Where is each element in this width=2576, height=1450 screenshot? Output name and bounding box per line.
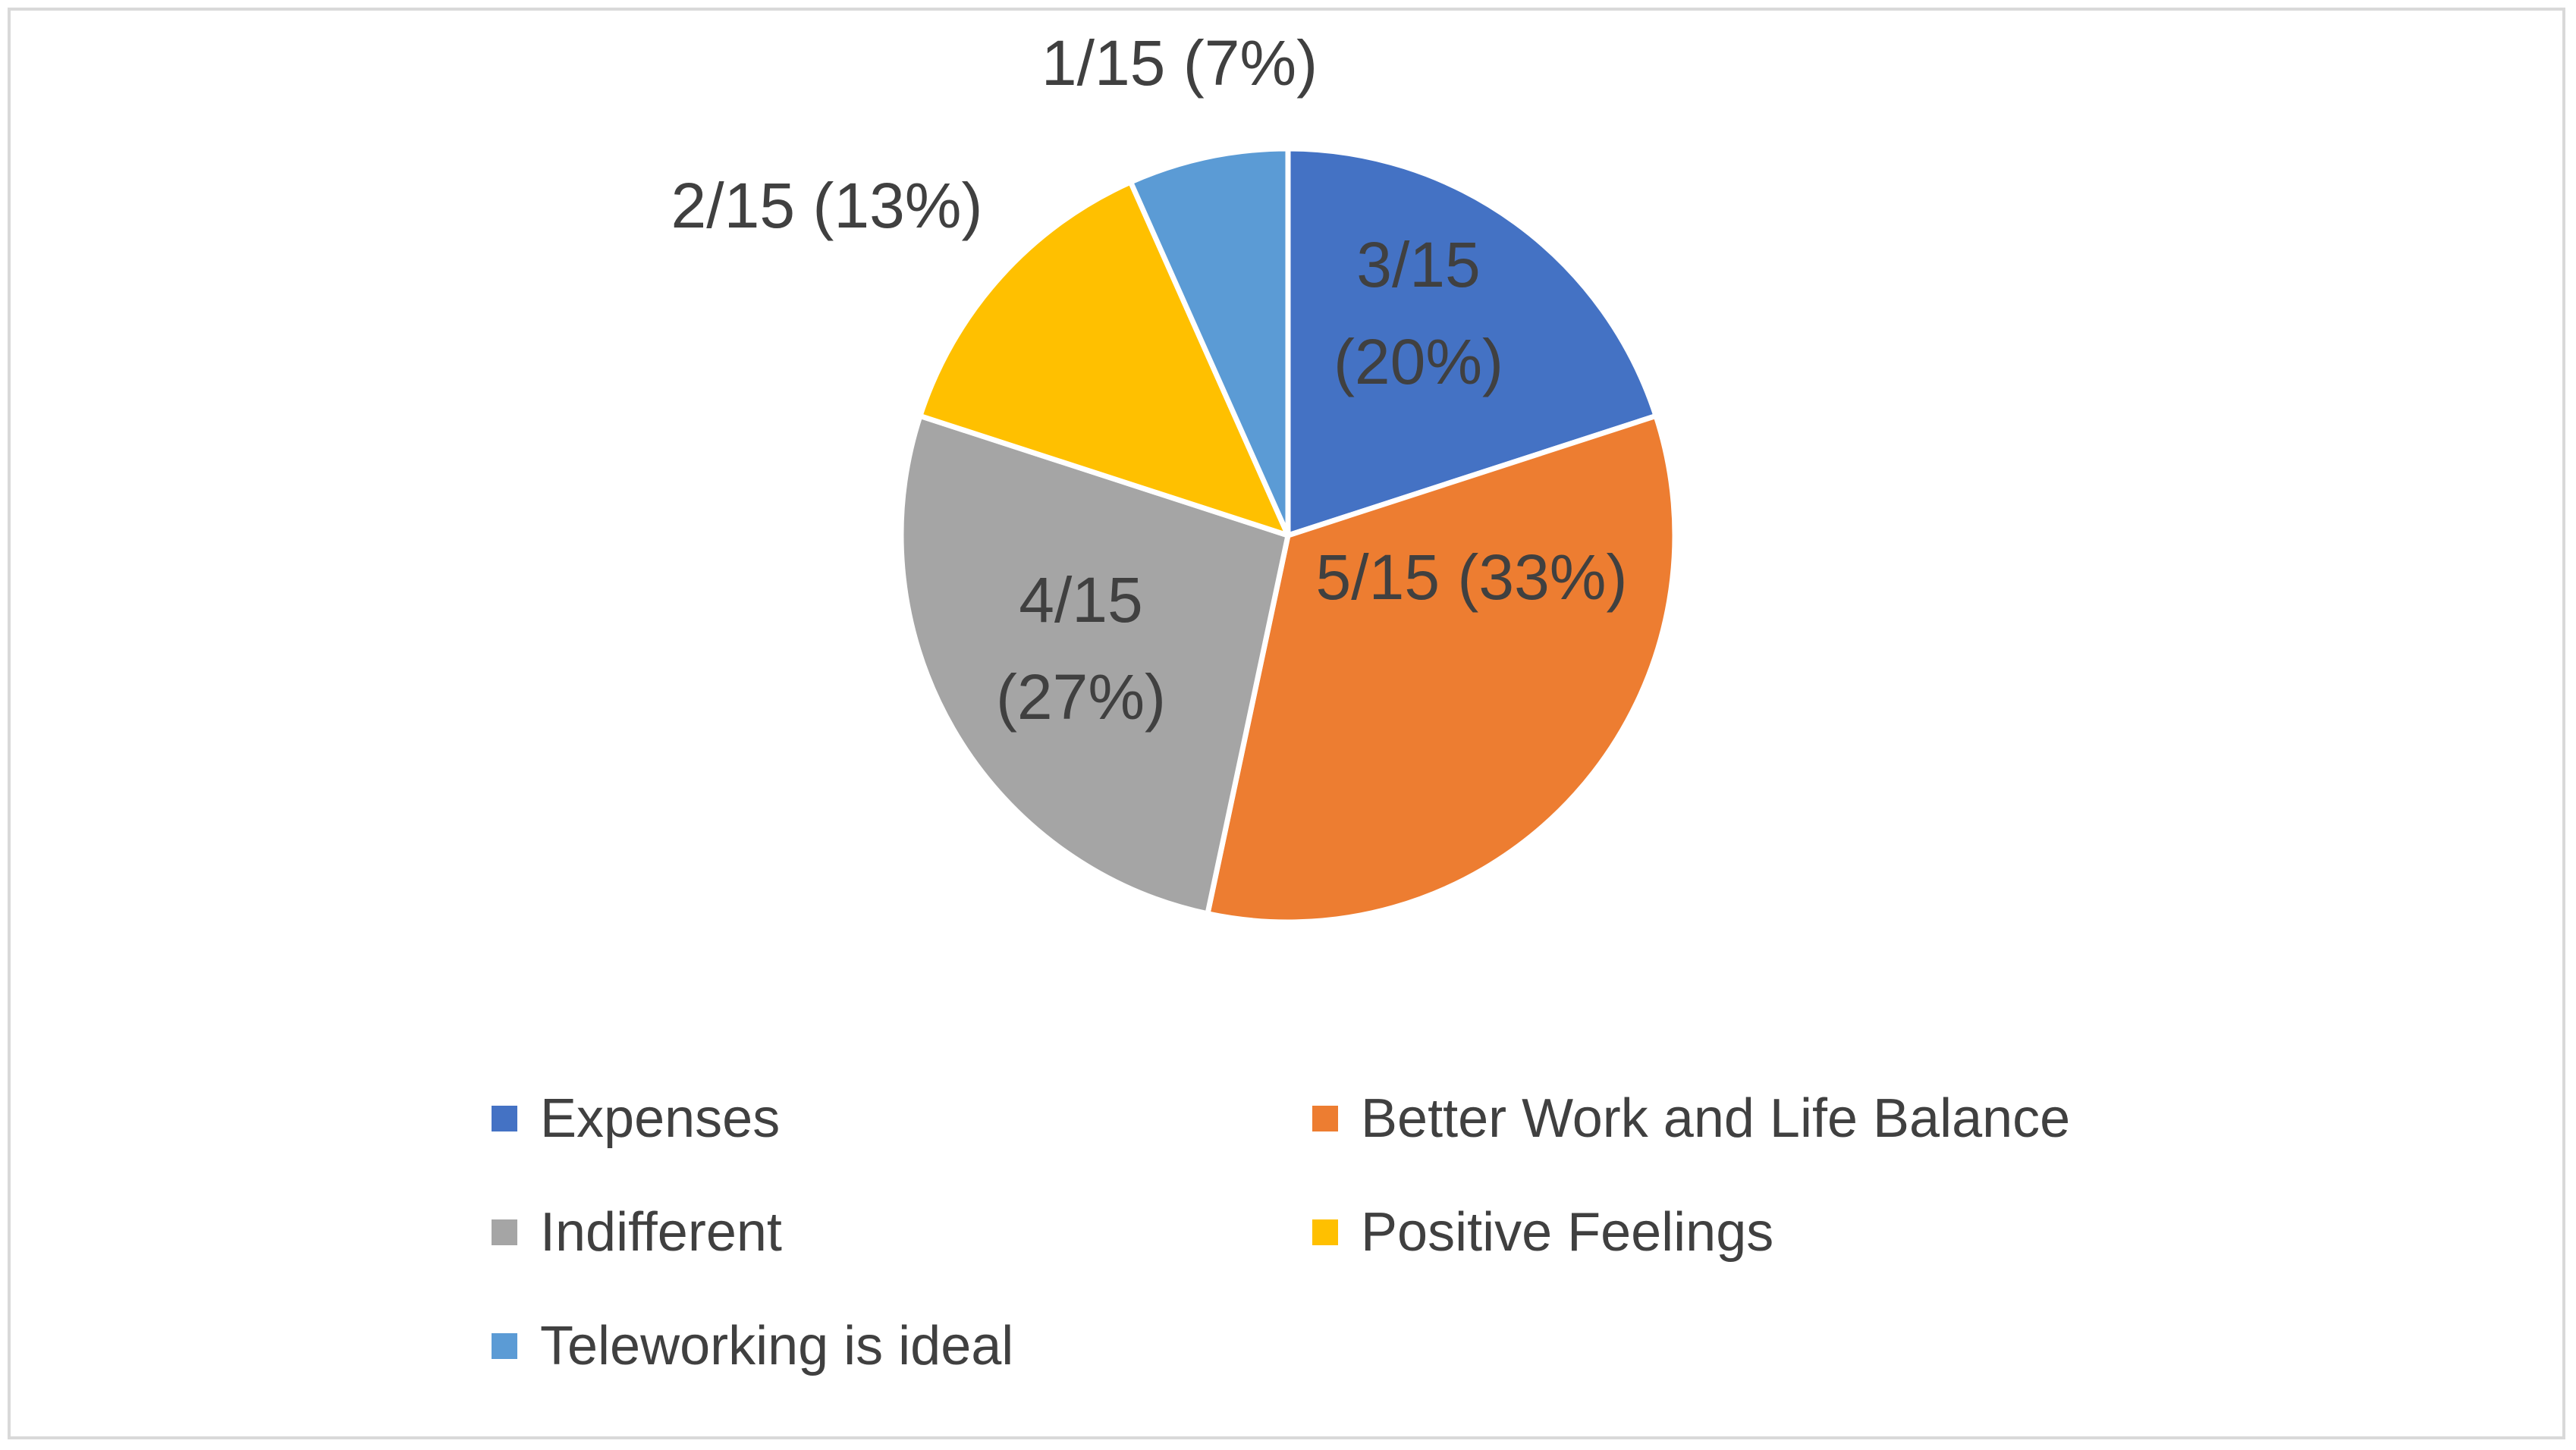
- pie-slice-teleworking-is-ideal: [1128, 146, 1291, 538]
- legend-swatch-positive-feelings: [1312, 1219, 1338, 1245]
- pie-labels: 3/15 (20%) 5/15 (33%) 4/15 (27%) 2/15 (13%) 1/…: [671, 27, 1628, 733]
- pie-slices: [898, 146, 1678, 925]
- data-label-indifferent-percent: (27%): [996, 661, 1166, 733]
- data-label-expenses-percent: (20%): [1334, 326, 1503, 397]
- legend-swatch-expenses: [492, 1106, 517, 1131]
- data-label-better-work-and-life-balance: 5/15 (33%): [1316, 541, 1628, 613]
- legend-label-indifferent: Indifferent: [540, 1202, 782, 1263]
- pie-slice-positive-feelings: [917, 179, 1291, 538]
- legend-item-expenses: Expenses: [492, 1081, 780, 1157]
- legend-item-positive-feelings: Positive Feelings: [1312, 1194, 1773, 1270]
- data-label-indifferent: 4/15: [1019, 564, 1143, 636]
- pie-slice-expenses: [1285, 146, 1659, 538]
- legend-label-expenses: Expenses: [540, 1088, 781, 1149]
- legend-item-better-work-and-life-balance: Better Work and Life Balance: [1312, 1081, 2070, 1157]
- legend-label-teleworking-is-ideal: Teleworking is ideal: [540, 1316, 1014, 1376]
- pie-slice-indifferent: [898, 413, 1291, 917]
- legend-swatch-better-work-and-life-balance: [1312, 1106, 1338, 1131]
- pie-slice-better-work-and-life-balance: [1205, 413, 1678, 925]
- legend-label-better-work-and-life-balance: Better Work and Life Balance: [1361, 1088, 2071, 1149]
- legend-label-positive-feelings: Positive Feelings: [1361, 1202, 1774, 1263]
- legend-swatch-teleworking-is-ideal: [492, 1333, 517, 1359]
- data-label-teleworking-is-ideal: 1/15 (7%): [1041, 27, 1318, 99]
- data-label-positive-feelings: 2/15 (13%): [671, 170, 983, 241]
- legend-swatch-indifferent: [492, 1219, 517, 1245]
- legend-item-indifferent: Indifferent: [492, 1194, 782, 1270]
- data-label-expenses: 3/15: [1356, 229, 1481, 300]
- legend-item-teleworking-is-ideal: Teleworking is ideal: [492, 1308, 1013, 1384]
